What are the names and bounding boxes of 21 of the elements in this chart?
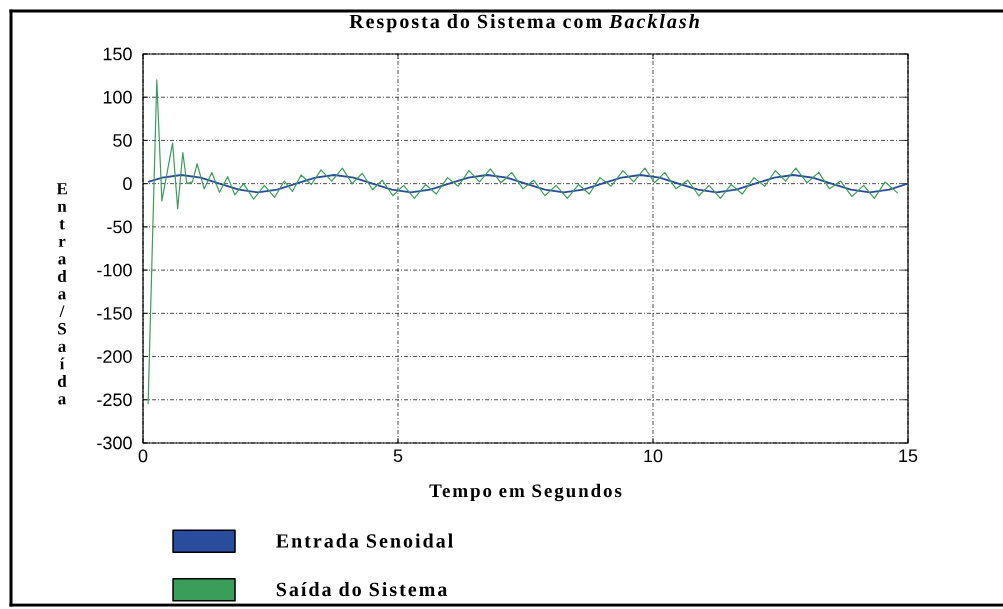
x-tick-label: 5 <box>393 449 403 463</box>
y-tick-label: -100 <box>97 263 132 277</box>
legend-label: Saída do Sistema <box>276 582 448 597</box>
y-tick-label: -50 <box>107 220 132 234</box>
y-tick-label: 100 <box>103 90 132 104</box>
text: Entrada/Saída <box>56 183 67 405</box>
y-tick-label: -250 <box>97 393 132 407</box>
x-axis-title: Tempo em Segundos <box>429 483 622 502</box>
chart-title: Resposta do Sistema com Backlash <box>349 14 699 33</box>
line-series <box>147 79 899 405</box>
x-tick-label: 0 <box>138 449 148 463</box>
x-tick-label: 15 <box>899 449 918 463</box>
y-tick-label: -300 <box>97 436 132 450</box>
y-tick-label: 50 <box>113 134 132 147</box>
x-tick-label: 10 <box>644 449 663 463</box>
y-tick-label: 0 <box>123 177 132 191</box>
y-tick-label: -150 <box>97 306 132 320</box>
y-tick-label: -200 <box>97 350 132 363</box>
y-tick-label: 150 <box>103 47 132 61</box>
legend-label: Entrada Senoidal <box>276 533 453 548</box>
line-series <box>147 174 908 194</box>
